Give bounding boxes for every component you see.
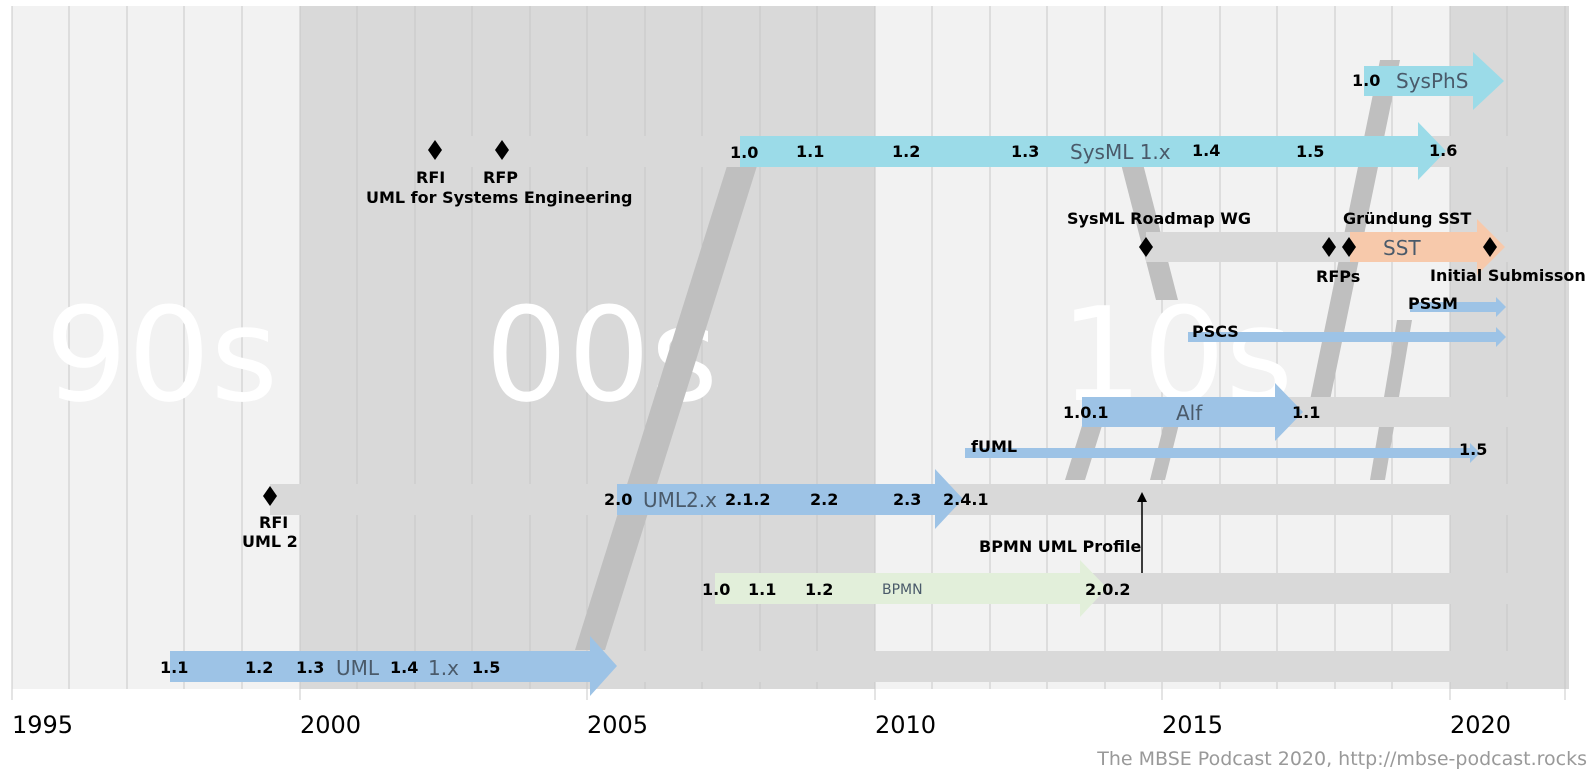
pssm-name: PSSM [1408,294,1458,313]
bpmn-track: 1.0 1.1 1.2 BPMN 2.0.2 [702,560,1508,617]
band-1995-2000 [12,6,300,689]
uml1-name-suffix: 1.x [428,656,459,680]
sysml-version-1-4: 1.4 [1192,141,1220,160]
sysml-rfi-diamond [428,140,442,160]
sst-rfps-label: RFPs [1316,267,1360,286]
sst-roadmap-diamond [1139,237,1153,257]
uml1-name: UML [336,656,380,680]
sst-arrow [1350,219,1505,275]
fuml-track: fUML 1.5 [965,437,1487,463]
sysphs-name: SysPhS [1396,69,1468,93]
uml1-arrow [170,636,617,696]
uml-to-sysml-band [575,150,762,650]
bpmn-version-1-0: 1.0 [702,580,730,599]
sysml-rfp-label: RFP [483,168,518,187]
bpmn-version-1-2: 1.2 [805,580,833,599]
sst-rfps-diamond [1322,237,1336,257]
uml1-version-1-2: 1.2 [245,658,273,677]
sysml-version-1-5: 1.5 [1296,142,1324,161]
bpmn-version-2-0-2: 2.0.2 [1085,580,1131,599]
sysml-version-1-1: 1.1 [796,142,824,161]
year-label-2015: 2015 [1162,711,1223,739]
year-label-2000: 2000 [300,711,361,739]
uml2-version-2-4-1: 2.4.1 [943,490,989,509]
sst-name: SST [1383,236,1421,260]
alf-version-1-0-1: 1.0.1 [1063,403,1109,422]
fuml-version-1-5: 1.5 [1459,440,1487,459]
uml2-rfi-label: RFI [259,513,288,532]
pssm-track: PSSM [1408,294,1506,317]
sysphs-arrow [1364,52,1504,110]
year-label-2010: 2010 [875,711,936,739]
sysml-version-1-2: 1.2 [892,142,920,161]
sysml-arrow [740,122,1446,180]
sysml-rfi-label: RFI [416,168,445,187]
uml2-version-2-3: 2.3 [893,490,921,509]
sysml-rfp-diamond [495,140,509,160]
sysml-version-1-6: 1.6 [1429,141,1457,160]
sysml-caption: UML for Systems Engineering [366,188,632,207]
bpmn-arrow [715,560,1107,617]
decade-label-90s: 90s [45,279,278,431]
bpmn-profile-label: BPMN UML Profile [979,537,1141,556]
uml2-version-2-0: 2.0 [604,490,632,509]
year-label-2020: 2020 [1450,711,1511,739]
bpmn-version-1-1: 1.1 [748,580,776,599]
bpmn-name: BPMN [882,582,923,598]
pscs-track: PSCS [1188,322,1506,347]
uml2-version-2-1-2: 2.1.2 [725,490,771,509]
year-label-1995: 1995 [12,711,73,739]
sysml-to-roadmap-band [1120,160,1178,300]
uml2-track: RFI UML 2 2.0 UML2.x 2.1.2 2.2 2.3 2.4.1 [242,469,1508,551]
sysphs-track: 1.0 SysPhS [1352,52,1504,110]
sst-founding-diamond [1342,237,1356,257]
sst-initial-label: Initial Submisson [1430,266,1586,285]
pssm-arrow [1410,297,1506,317]
sysml-track: RFI RFP UML for Systems Engineering 1.0 … [366,122,1508,207]
uml1-version-1-1: 1.1 [160,658,188,677]
year-axis: 1995 2000 2005 2010 2015 2020 [12,711,1511,739]
pscs-arrow [1188,327,1506,347]
pscs-name: PSCS [1192,322,1239,341]
uml1-version-1-3: 1.3 [296,658,324,677]
sysml-name: SysML 1.x [1070,140,1171,164]
sst-founding-label: Gründung SST [1343,209,1471,228]
sysml-version-1-3: 1.3 [1011,142,1039,161]
uml2-arrow [617,469,963,529]
uml2-name: UML2.x [643,488,717,512]
sst-track: SysML Roadmap WG Gründung SST SST RFPs I… [1067,209,1586,286]
sysml-version-1-0: 1.0 [730,143,758,162]
alf-name: Alf [1176,401,1203,425]
alf-track: 1.0.1 Alf 1.1 [1063,383,1508,441]
bpmn-profile-arrowhead-up [1137,492,1147,502]
alf-version-1-1: 1.1 [1292,403,1320,422]
sst-initial-diamond [1483,237,1497,257]
uml2-version-2-2: 2.2 [810,490,838,509]
credit-text: The MBSE Podcast 2020, http://mbse-podca… [1096,748,1587,770]
sysphs-version-1-0: 1.0 [1352,71,1380,90]
uml1-track: 1.1 1.2 1.3 UML 1.4 1.x 1.5 [160,636,1508,696]
sst-roadmap-label: SysML Roadmap WG [1067,209,1251,228]
uml1-version-1-5: 1.5 [472,658,500,677]
year-label-2005: 2005 [587,711,648,739]
uml1-version-1-4: 1.4 [390,658,418,677]
uml2-caption: UML 2 [242,532,298,551]
uml2-rfi-diamond [263,486,277,506]
fuml-arrow [965,443,1480,463]
alf-arrow [1082,383,1303,441]
fuml-name: fUML [971,437,1017,456]
